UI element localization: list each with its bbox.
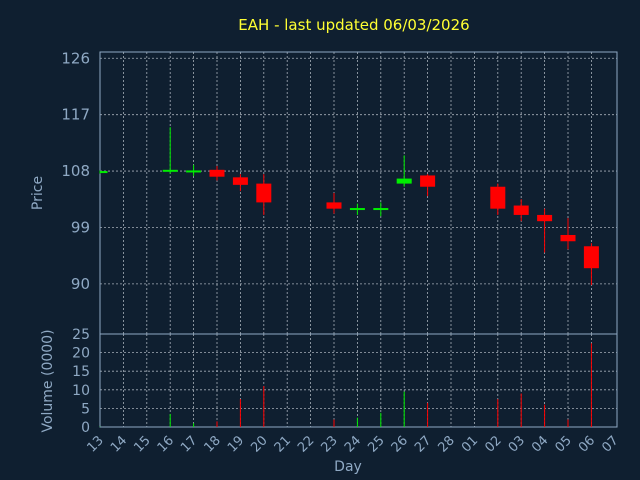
day-tick-label: 28 (436, 433, 458, 455)
price-tick-label: 126 (61, 49, 90, 67)
volume-tick-label: 15 (72, 364, 90, 380)
day-tick-label: 26 (389, 433, 411, 455)
volume-bars (99, 343, 592, 427)
day-tick-label: 21 (272, 433, 294, 455)
day-tick-label: 24 (342, 433, 364, 455)
day-tick-label: 27 (412, 433, 434, 455)
day-tick-label: 23 (319, 433, 341, 455)
candle-body (490, 186, 506, 209)
candle-body (349, 208, 365, 211)
price-panel-frame (99, 51, 618, 335)
day-tick-label: 20 (248, 433, 270, 455)
price-axis-label: Price (30, 176, 46, 210)
candle-body (326, 202, 342, 209)
candle-body (209, 169, 225, 177)
volume-axis-label: Volume (0000) (40, 329, 56, 432)
candle-body (513, 205, 529, 215)
candle-body (186, 170, 202, 173)
chart-title: EAH - last updated 06/03/2026 (238, 16, 469, 34)
day-tick-label: 07 (599, 433, 621, 455)
day-tick-label: 02 (482, 433, 504, 455)
volume-tick-label: 20 (72, 346, 90, 362)
day-tick-label: 13 (85, 433, 107, 455)
price-tick-label: 108 (61, 162, 90, 180)
candle-body (537, 214, 553, 222)
volume-tick-label: 5 (81, 401, 90, 417)
day-tick-label: 04 (529, 433, 551, 455)
candle-body (583, 246, 599, 269)
candle-body (373, 208, 389, 211)
candle-body (256, 183, 272, 203)
day-tick-label: 15 (131, 433, 153, 455)
volume-tick-label: 10 (72, 383, 90, 399)
candle-body (100, 171, 108, 174)
candle-body (232, 177, 248, 185)
day-tick-label: 03 (506, 433, 528, 455)
volume-tick-label: 25 (72, 327, 90, 343)
day-axis-label: Day (334, 459, 362, 475)
day-tick-label: 25 (365, 433, 387, 455)
candle-body (162, 169, 178, 172)
day-tick-label: 01 (459, 433, 481, 455)
volume-axis-ticks: 0 5 10 15 20 25 (72, 327, 90, 436)
day-tick-label: 06 (576, 433, 598, 455)
price-grid (100, 52, 617, 334)
day-tick-label: 17 (178, 433, 200, 455)
day-tick-label: 22 (295, 433, 317, 455)
day-tick-label: 18 (202, 433, 224, 455)
candle-body (420, 175, 436, 187)
volume-tick-label: 0 (81, 420, 90, 436)
candlesticks (99, 127, 599, 286)
day-tick-label: 05 (553, 433, 575, 455)
candle-body (560, 234, 576, 242)
day-axis-ticks: 13 14 15 16 17 18 19 20 21 22 23 24 25 26 27 28 01 02 03 04… (85, 433, 622, 455)
price-tick-label: 99 (71, 218, 90, 236)
price-tick-label: 90 (71, 275, 90, 293)
volume-grid (100, 334, 617, 427)
price-tick-label: 117 (61, 106, 90, 124)
day-tick-label: 19 (225, 433, 247, 455)
candle-body (396, 178, 412, 184)
day-tick-label: 14 (108, 433, 130, 455)
price-axis-ticks: 90 99 108 117 126 (61, 49, 90, 293)
day-tick-label: 16 (155, 433, 177, 455)
volume-panel-frame (99, 333, 618, 428)
